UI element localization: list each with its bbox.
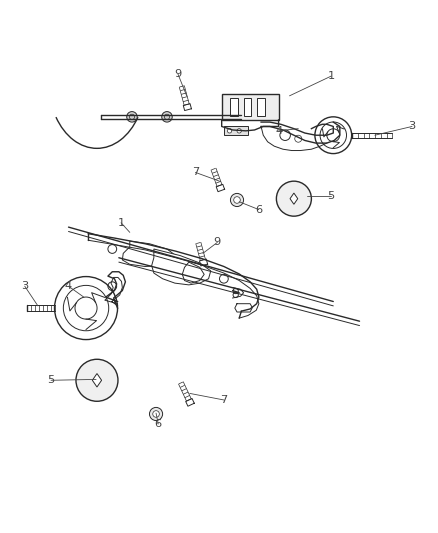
Circle shape	[127, 111, 137, 122]
Polygon shape	[290, 193, 297, 204]
FancyBboxPatch shape	[243, 98, 251, 116]
Text: 7: 7	[220, 395, 227, 405]
Text: 7: 7	[191, 167, 198, 177]
Circle shape	[230, 193, 243, 207]
Circle shape	[149, 407, 162, 421]
Circle shape	[76, 359, 118, 401]
Polygon shape	[151, 249, 210, 285]
Text: 9: 9	[213, 237, 220, 247]
FancyBboxPatch shape	[221, 94, 278, 120]
Text: 4: 4	[274, 126, 282, 136]
Circle shape	[227, 128, 231, 133]
Text: 5: 5	[47, 375, 54, 385]
Text: 9: 9	[174, 69, 181, 79]
Text: 3: 3	[21, 281, 28, 291]
Text: 6: 6	[154, 419, 162, 429]
Polygon shape	[182, 262, 204, 283]
Circle shape	[237, 128, 241, 133]
Text: 4: 4	[65, 281, 72, 291]
FancyBboxPatch shape	[256, 98, 264, 116]
Text: 6: 6	[255, 205, 262, 215]
Circle shape	[276, 181, 311, 216]
Polygon shape	[122, 241, 175, 266]
FancyBboxPatch shape	[230, 98, 238, 116]
Text: 1: 1	[327, 71, 334, 81]
Text: 3: 3	[407, 122, 415, 132]
Circle shape	[161, 111, 172, 122]
Circle shape	[152, 411, 159, 417]
Circle shape	[233, 197, 240, 203]
Text: 1: 1	[117, 218, 124, 228]
FancyBboxPatch shape	[223, 126, 247, 135]
Text: 5: 5	[327, 191, 334, 201]
Polygon shape	[92, 374, 101, 387]
